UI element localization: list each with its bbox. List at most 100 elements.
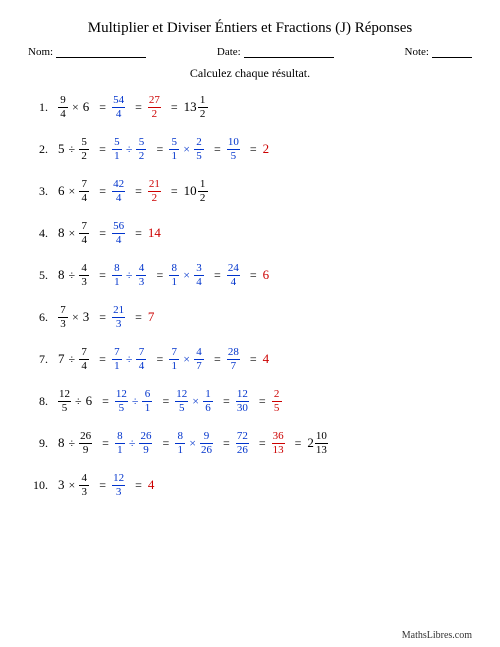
operator: ÷ [69, 142, 76, 157]
step: 6 [263, 267, 270, 283]
step: 272 [148, 95, 161, 120]
problem-number: 7. [28, 352, 48, 367]
fraction: 3613 [272, 431, 285, 456]
operator: × [189, 436, 196, 451]
note-label: Note: [405, 46, 429, 58]
fraction: 926 [200, 431, 213, 456]
step: 7226 [236, 431, 249, 456]
fraction: 7226 [236, 431, 249, 456]
problem-row: 3.6×74=424=212=1012 [28, 175, 472, 207]
header-fields: Nom: Date: Note: [28, 45, 472, 58]
fraction: 81 [112, 263, 122, 288]
fraction: 1013 [315, 431, 328, 456]
operator: × [72, 310, 79, 325]
equals-sign: = [99, 100, 106, 115]
fraction: 244 [227, 263, 240, 288]
whole-number: 14 [148, 225, 161, 241]
fraction: 74 [79, 347, 89, 372]
footer-credit: MathsLibres.com [402, 630, 472, 641]
equals-sign: = [99, 352, 106, 367]
operator: × [183, 142, 190, 157]
fraction: 269 [139, 431, 152, 456]
name-label: Nom: [28, 46, 53, 58]
step: 81×34 [169, 263, 204, 288]
fraction: 52 [79, 137, 89, 162]
operator: × [183, 268, 190, 283]
equals-sign: = [156, 142, 163, 157]
fraction: 272 [148, 95, 161, 120]
equals-sign: = [135, 184, 142, 199]
name-field: Nom: [28, 45, 146, 58]
problem-number: 2. [28, 142, 48, 157]
equals-sign: = [99, 142, 106, 157]
operator: ÷ [132, 394, 139, 409]
whole-number: 7 [148, 309, 155, 325]
whole-number: 6 [83, 99, 90, 115]
fraction: 61 [142, 389, 152, 414]
step: 4 [263, 351, 270, 367]
equation: 7÷74=71÷74=71×47=287=4 [58, 347, 277, 372]
fraction: 43 [136, 263, 146, 288]
date-line[interactable] [244, 45, 334, 58]
step: 2 [263, 141, 270, 157]
equals-sign: = [171, 100, 178, 115]
name-line[interactable] [56, 45, 146, 58]
equals-sign: = [99, 184, 106, 199]
step: 25 [272, 389, 282, 414]
problem-number: 4. [28, 226, 48, 241]
fraction: 25 [272, 389, 282, 414]
step: 6×74 [58, 179, 89, 204]
fraction: 52 [136, 137, 146, 162]
equals-sign: = [135, 100, 142, 115]
operator: ÷ [69, 436, 76, 451]
mixed-number: 1012 [184, 179, 208, 204]
date-field: Date: [217, 45, 334, 58]
fraction: 213 [112, 305, 125, 330]
whole-number: 8 [58, 225, 65, 241]
operator: × [69, 226, 76, 241]
step: 51÷52 [112, 137, 147, 162]
fraction: 71 [112, 347, 122, 372]
step: 1312 [184, 95, 208, 120]
step: 1012 [184, 179, 208, 204]
step: 123 [112, 473, 125, 498]
problem-number: 10. [28, 478, 48, 493]
operator: ÷ [69, 352, 76, 367]
fraction: 51 [169, 137, 179, 162]
equals-sign: = [156, 352, 163, 367]
equals-sign: = [295, 436, 302, 451]
step: 71÷74 [112, 347, 147, 372]
whole-number: 8 [58, 267, 65, 283]
note-line[interactable] [432, 45, 472, 58]
equals-sign: = [259, 436, 266, 451]
equals-sign: = [99, 268, 106, 283]
problem-row: 4.8×74=564=14 [28, 217, 472, 249]
step: 8÷269 [58, 431, 92, 456]
whole-number: 3 [83, 309, 90, 325]
fraction: 74 [79, 179, 89, 204]
problem-row: 10.3×43=123=4 [28, 469, 472, 501]
equals-sign: = [102, 436, 109, 451]
problem-row: 6.73×3=213=7 [28, 301, 472, 333]
equals-sign: = [162, 436, 169, 451]
operator: ÷ [75, 394, 82, 409]
whole-number: 7 [58, 351, 65, 367]
equals-sign: = [214, 352, 221, 367]
step: 8÷43 [58, 263, 89, 288]
problem-number: 3. [28, 184, 48, 199]
fraction: 74 [136, 347, 146, 372]
operator: ÷ [126, 268, 133, 283]
problem-row: 7.7÷74=71÷74=71×47=287=4 [28, 343, 472, 375]
fraction: 73 [58, 305, 68, 330]
step: 125 ÷61 [115, 389, 153, 414]
equals-sign: = [250, 352, 257, 367]
step: 1230 [236, 389, 249, 414]
equals-sign: = [99, 478, 106, 493]
fraction: 16 [203, 389, 213, 414]
fraction: 125 [115, 389, 128, 414]
problem-row: 2.5÷52=51÷52=51×25=105=2 [28, 133, 472, 165]
step: 213 [112, 305, 125, 330]
step: 7 [148, 309, 155, 325]
equals-sign: = [259, 394, 266, 409]
equation: 8÷269=81÷269=81×926=7226=3613=21013 [58, 431, 336, 456]
